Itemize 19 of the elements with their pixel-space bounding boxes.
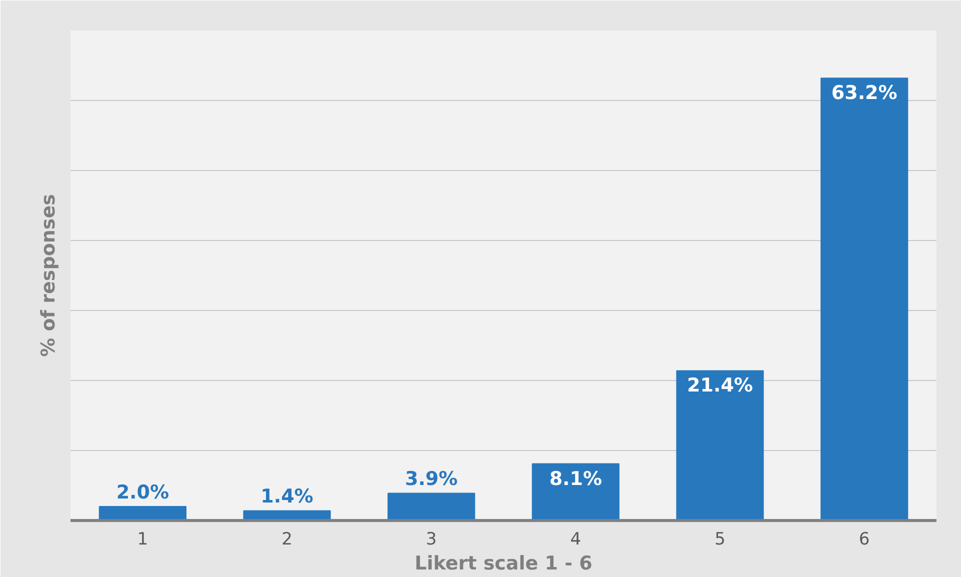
x-tick-label: 2 <box>282 530 292 550</box>
data-label: 2.0% <box>116 482 170 504</box>
bar <box>676 370 764 520</box>
bar <box>98 506 186 520</box>
data-label: 1.4% <box>260 486 314 508</box>
data-label: 63.2% <box>831 82 898 104</box>
x-tick-label: 6 <box>858 530 870 550</box>
x-tick-label: 4 <box>570 530 582 550</box>
y-axis-title: % of responses <box>38 194 60 357</box>
data-label: 21.4% <box>687 374 753 397</box>
bar <box>820 78 908 520</box>
data-label: 3.9% <box>404 468 458 490</box>
x-axis-title: Likert scale 1 - 6 <box>414 552 592 574</box>
x-tick-label: 1 <box>137 530 148 550</box>
x-tick-label: 3 <box>426 530 437 550</box>
bar <box>388 492 476 520</box>
bar <box>532 463 620 520</box>
data-label: 8.1% <box>549 468 602 490</box>
x-tick-label: 5 <box>714 530 726 550</box>
